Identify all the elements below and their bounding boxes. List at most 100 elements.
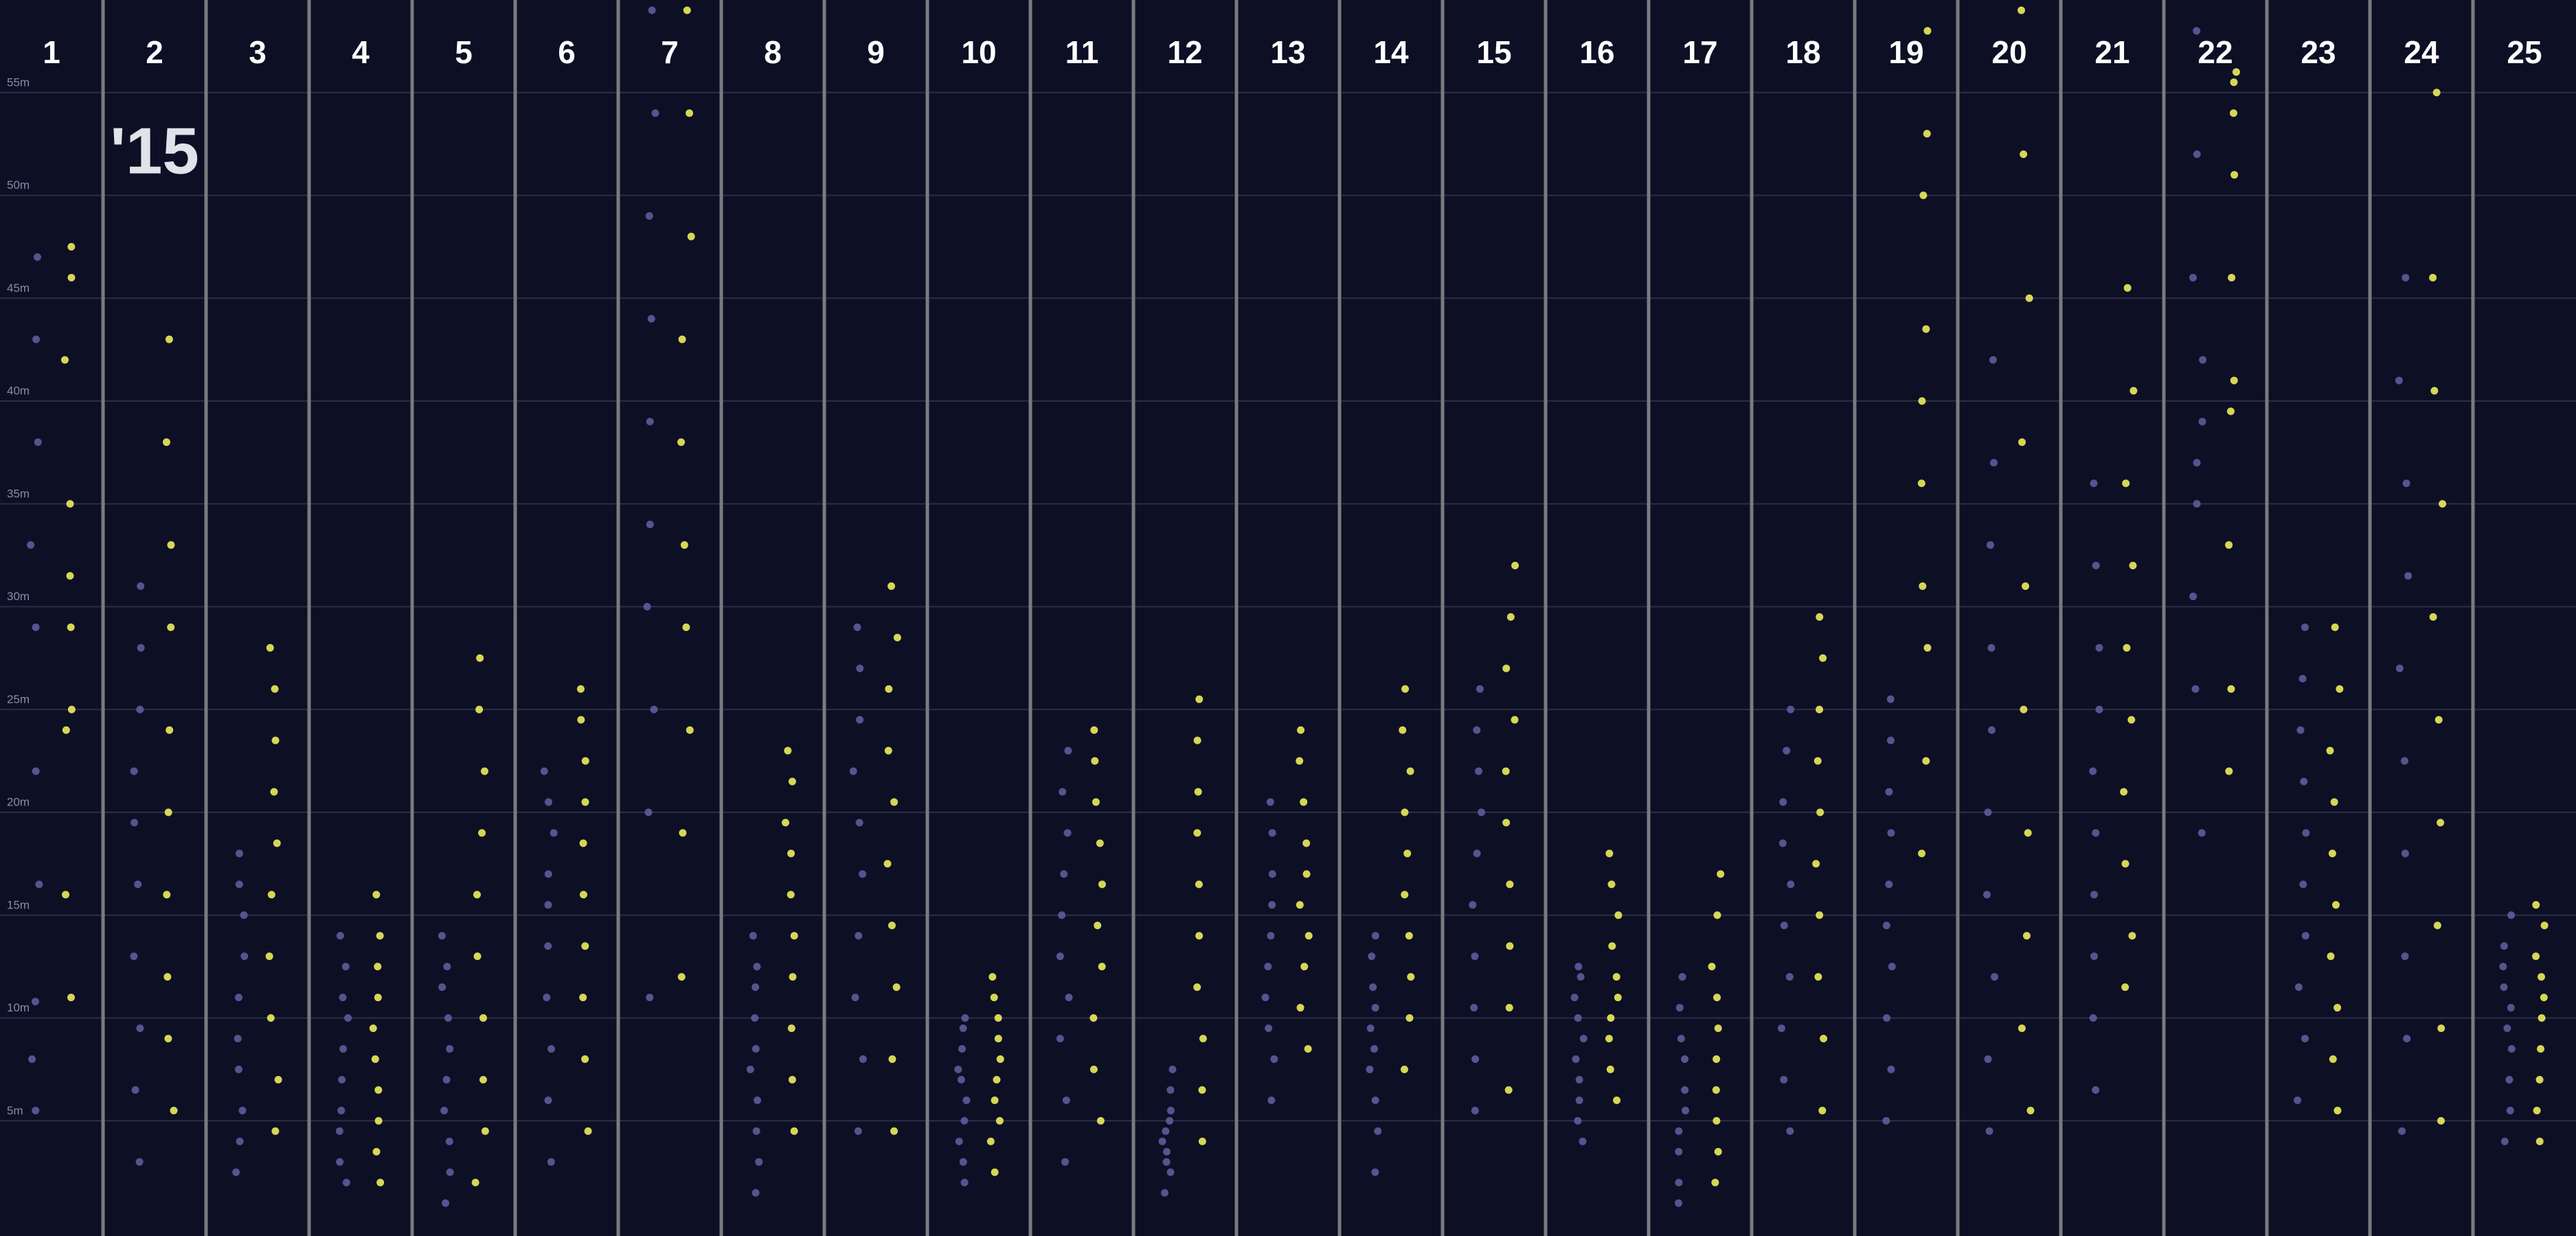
point [547,1044,555,1053]
point [859,870,867,878]
point [1574,963,1583,971]
point [28,1055,36,1063]
point [1819,654,1827,662]
point [2225,541,2233,549]
point [2533,1106,2541,1114]
point [2505,1075,2513,1084]
point [787,891,795,899]
point [1399,726,1407,734]
point [1506,880,1514,889]
point [2395,376,2403,385]
point [678,335,686,343]
point [884,746,892,755]
point [446,1168,454,1176]
point [753,1096,761,1104]
point [2302,829,2310,837]
point [1506,942,1514,950]
point [67,273,76,282]
point [579,891,587,899]
point [2229,109,2237,117]
point [2121,860,2129,868]
point [2500,942,2508,950]
point [1371,1168,1379,1176]
point [35,880,43,889]
point [993,1075,1001,1084]
point [1166,1106,1175,1114]
point [2018,1025,2026,1033]
point [2121,983,2129,992]
point [1370,1044,1379,1053]
column-label: 2 [146,34,163,70]
point [1887,829,1895,837]
point [2538,1014,2546,1022]
point [165,335,173,343]
point [1608,942,1616,950]
point [1193,829,1201,837]
point [1064,746,1072,755]
y-tick-label: 10m [7,1001,30,1014]
column-label: 19 [1888,34,1923,70]
point [164,1034,172,1042]
point [1098,880,1106,889]
point [1787,705,1795,713]
y-tick-label: 35m [7,487,30,500]
point [683,6,691,14]
point [438,932,446,940]
point [1199,1034,1207,1042]
column-label: 16 [1579,34,1614,70]
point [955,1137,963,1145]
point [371,1055,379,1063]
point [1885,880,1893,889]
point [855,932,863,940]
point [892,983,901,992]
point [266,643,274,652]
point [271,736,280,744]
point [1579,1034,1588,1042]
point [2301,623,2309,631]
point [2402,273,2410,282]
point [856,664,864,672]
point [1094,922,1102,930]
point [883,860,892,868]
point [1368,952,1376,961]
point [851,994,859,1002]
point [2193,500,2201,508]
point [234,1034,242,1042]
point [2532,952,2540,961]
point [1605,849,1614,858]
point [2095,643,2103,652]
point [265,952,273,961]
point [339,1044,348,1053]
column-label: 14 [1373,34,1409,70]
point [2401,849,2409,858]
point [988,973,997,981]
point [1166,1168,1175,1176]
point [1267,1096,1276,1104]
point [2433,922,2441,930]
point [1470,1004,1478,1012]
point [2402,479,2410,488]
point [1268,870,1276,878]
column-label: 3 [249,34,267,70]
point [853,623,861,631]
point [374,1086,383,1094]
column-label: 8 [764,34,782,70]
point [1606,1065,1614,1073]
point [1919,192,1928,200]
point [1675,1178,1683,1187]
point [1605,1034,1613,1042]
point [2499,963,2507,971]
point [235,849,243,858]
point [1297,726,1305,734]
point [62,726,70,734]
point [271,685,279,693]
point [2401,952,2409,961]
point [480,767,488,775]
point [67,623,75,631]
point [547,1158,555,1166]
point [584,1127,592,1135]
point [2395,664,2404,672]
point [235,880,243,889]
point [162,438,170,446]
column-label: 22 [2197,34,2233,70]
